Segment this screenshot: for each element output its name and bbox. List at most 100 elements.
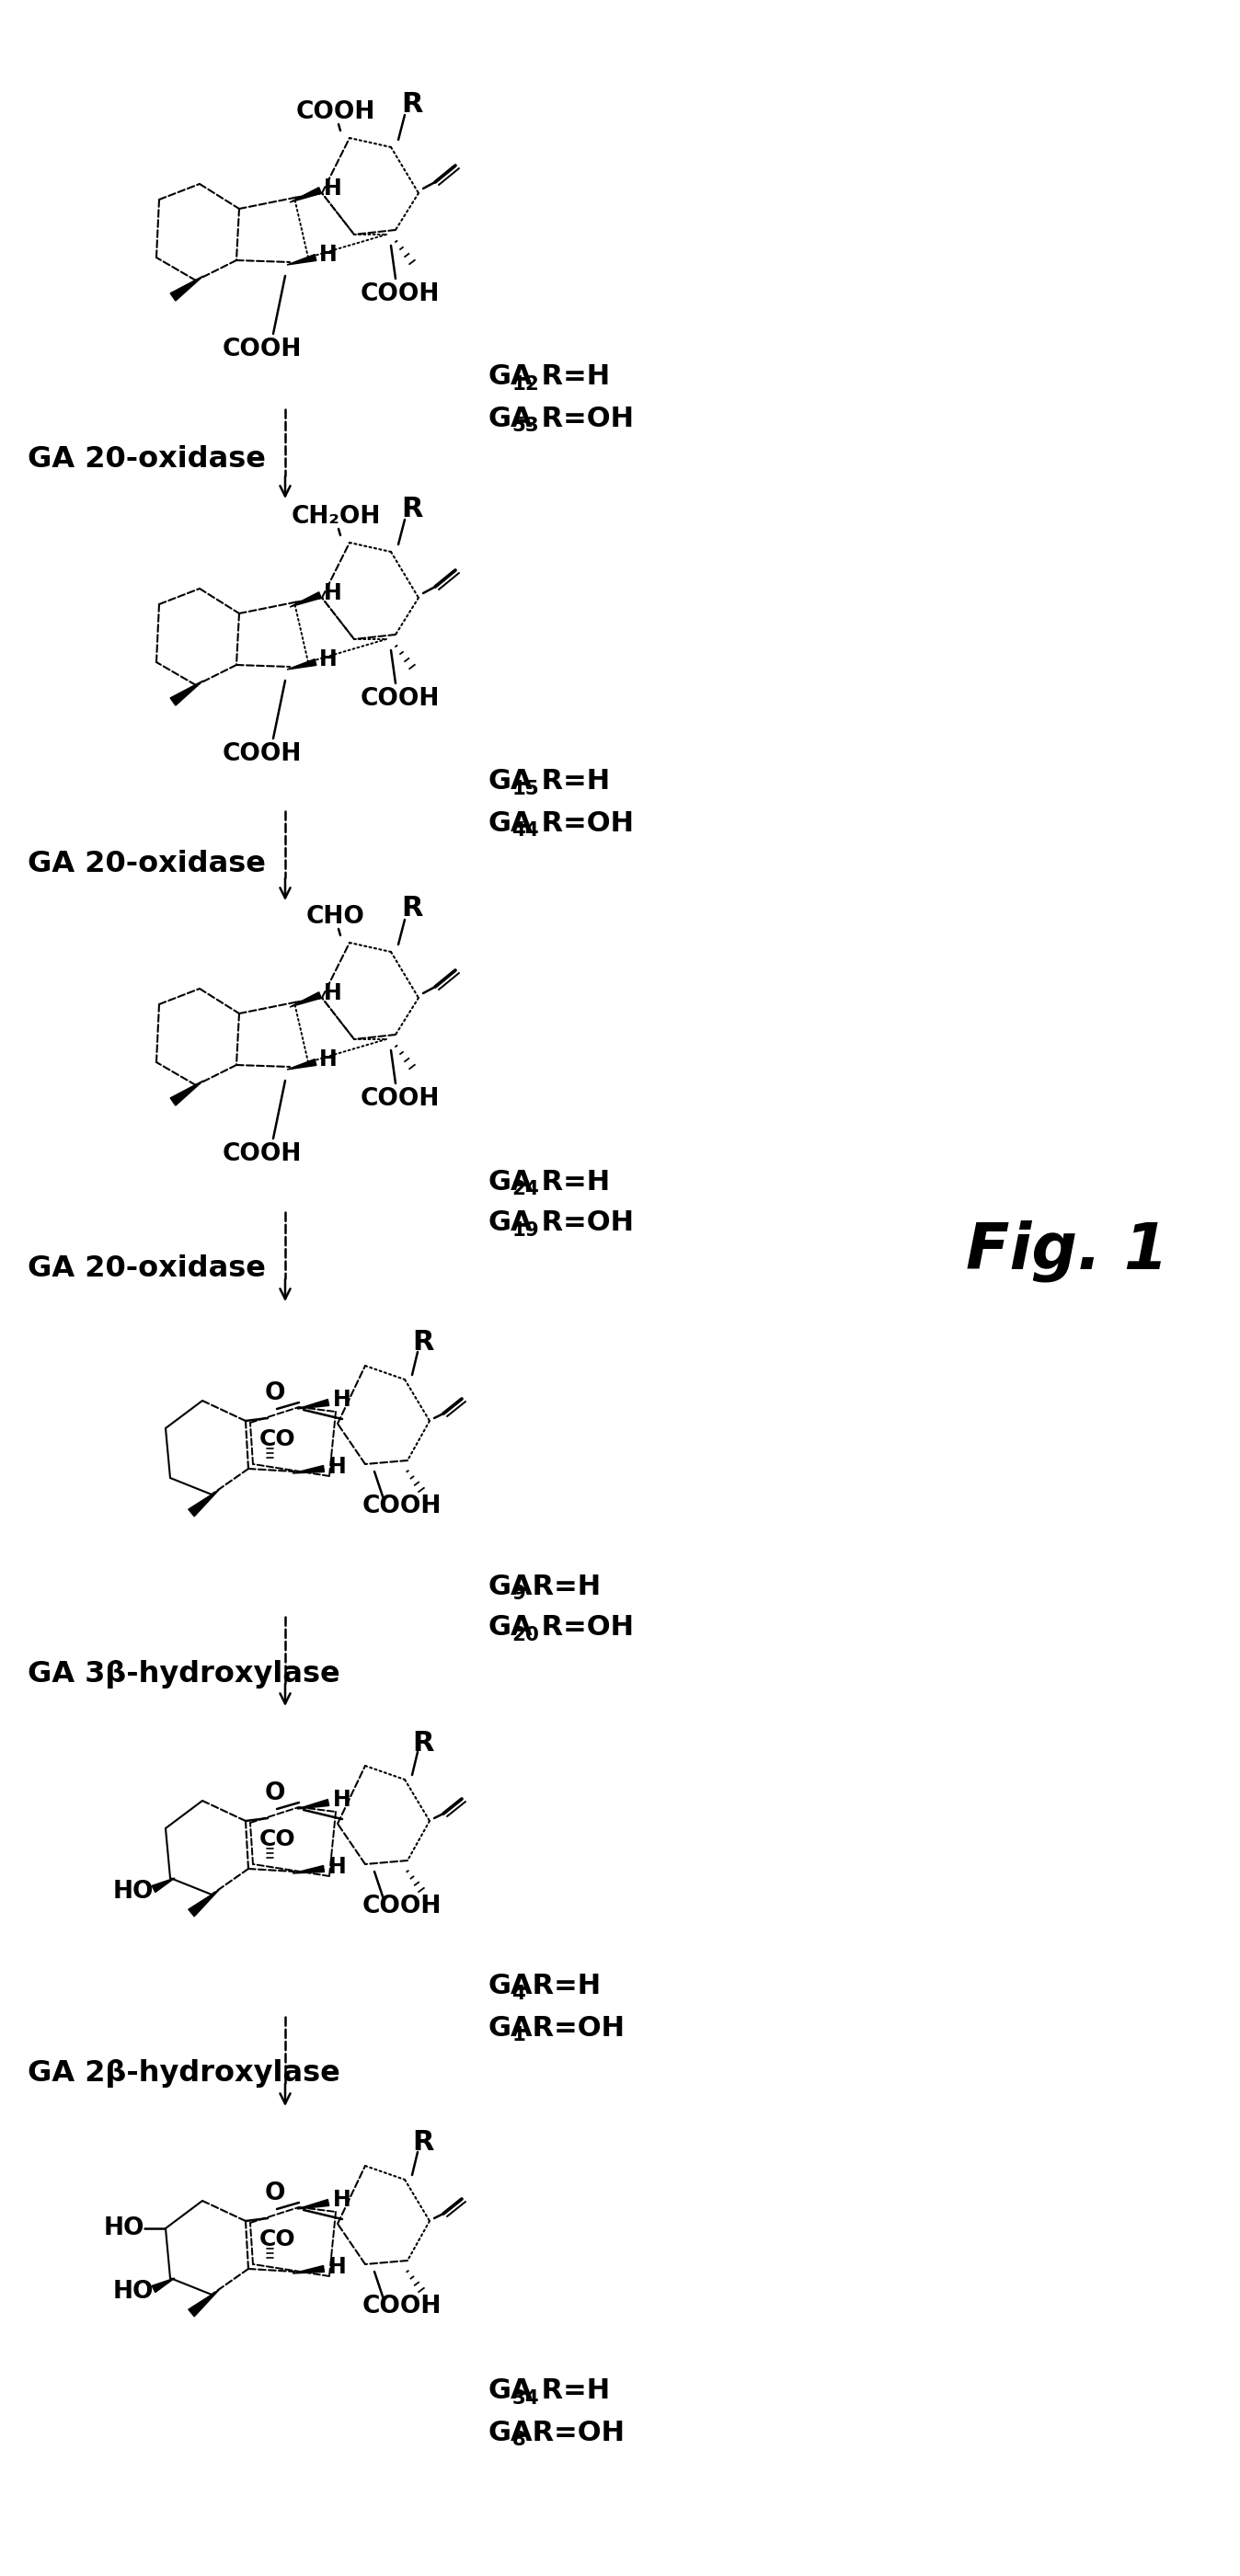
Text: R: R: [413, 1728, 434, 1757]
Text: 9: 9: [512, 1584, 526, 1602]
Text: R=OH: R=OH: [532, 1211, 634, 1236]
Text: 4: 4: [512, 1986, 526, 2004]
Text: GA: GA: [487, 1170, 532, 1195]
Text: COOH: COOH: [361, 1087, 440, 1110]
Text: H: H: [334, 1788, 351, 1811]
Polygon shape: [286, 255, 316, 265]
Text: GA 20-oxidase: GA 20-oxidase: [27, 446, 265, 474]
Text: GA: GA: [487, 363, 532, 392]
Text: 44: 44: [512, 822, 539, 840]
Polygon shape: [286, 1059, 316, 1069]
Text: O: O: [264, 1381, 285, 1406]
Text: COOH: COOH: [362, 2295, 441, 2318]
Text: R=OH: R=OH: [532, 809, 634, 837]
Text: 8: 8: [512, 2432, 526, 2450]
Text: COOH: COOH: [222, 1141, 301, 1167]
Text: H: H: [334, 1388, 351, 1412]
Text: HO: HO: [104, 2215, 145, 2241]
Text: GA: GA: [487, 2419, 532, 2445]
Text: R=H: R=H: [522, 1574, 601, 1600]
Text: H: H: [329, 1855, 347, 1878]
Polygon shape: [293, 1466, 325, 1473]
Polygon shape: [153, 1878, 175, 1893]
Text: 53: 53: [512, 417, 539, 435]
Text: COOH: COOH: [361, 283, 440, 307]
Text: R: R: [402, 896, 423, 922]
Text: COOH: COOH: [222, 742, 301, 765]
Polygon shape: [293, 1865, 325, 1873]
Polygon shape: [298, 2200, 329, 2210]
Text: CHO: CHO: [306, 904, 365, 930]
Text: R=H: R=H: [532, 2378, 610, 2403]
Text: H: H: [320, 1048, 337, 1072]
Text: GA: GA: [487, 1973, 532, 1999]
Text: R: R: [413, 1329, 434, 1355]
Text: R=OH: R=OH: [522, 2014, 625, 2040]
Text: O: O: [264, 1783, 285, 1806]
Text: GA: GA: [487, 809, 532, 837]
Text: CO: CO: [259, 1829, 296, 1850]
Text: H: H: [324, 178, 342, 198]
Text: R=OH: R=OH: [532, 1615, 634, 1641]
Polygon shape: [286, 659, 316, 670]
Polygon shape: [188, 1489, 219, 1517]
Text: R: R: [413, 2130, 434, 2156]
Text: HO: HO: [113, 2280, 154, 2303]
Polygon shape: [170, 1079, 203, 1105]
Text: 24: 24: [512, 1180, 539, 1198]
Text: GA 20-oxidase: GA 20-oxidase: [27, 1255, 265, 1283]
Text: R=OH: R=OH: [522, 2419, 625, 2445]
Polygon shape: [298, 1399, 329, 1409]
Text: R=OH: R=OH: [532, 404, 634, 433]
Text: R: R: [402, 90, 423, 118]
Text: H: H: [324, 582, 342, 605]
Text: 12: 12: [512, 376, 539, 394]
Polygon shape: [188, 2290, 219, 2316]
Text: 34: 34: [512, 2391, 539, 2409]
Text: GA: GA: [487, 768, 532, 796]
Text: CO: CO: [259, 1427, 296, 1450]
Text: GA: GA: [487, 2378, 532, 2403]
Text: O: O: [264, 2182, 285, 2205]
Polygon shape: [293, 2267, 325, 2275]
Text: Fig. 1: Fig. 1: [966, 1218, 1168, 1283]
Text: COOH: COOH: [362, 1494, 441, 1517]
Polygon shape: [170, 680, 203, 706]
Text: H: H: [329, 1455, 347, 1479]
Text: R=H: R=H: [532, 363, 610, 392]
Text: H: H: [329, 2257, 347, 2277]
Text: GA: GA: [487, 1615, 532, 1641]
Text: H: H: [324, 981, 342, 1005]
Text: R: R: [402, 495, 423, 523]
Text: 15: 15: [512, 781, 539, 799]
Text: 1: 1: [512, 2027, 526, 2045]
Text: H: H: [334, 2190, 351, 2210]
Text: COOH: COOH: [296, 100, 376, 124]
Text: HO: HO: [113, 1880, 154, 1904]
Text: R=H: R=H: [532, 1170, 610, 1195]
Text: GA: GA: [487, 404, 532, 433]
Text: GA 20-oxidase: GA 20-oxidase: [27, 850, 265, 878]
Polygon shape: [290, 592, 321, 608]
Text: COOH: COOH: [361, 688, 440, 711]
Text: COOH: COOH: [362, 1893, 441, 1919]
Text: GA 2β-hydroxylase: GA 2β-hydroxylase: [27, 2061, 340, 2089]
Text: R=H: R=H: [522, 1973, 601, 1999]
Text: GA: GA: [487, 1574, 532, 1600]
Polygon shape: [188, 1891, 219, 1917]
Polygon shape: [290, 992, 321, 1007]
Text: COOH: COOH: [222, 337, 301, 361]
Text: CO: CO: [259, 2228, 296, 2251]
Text: 20: 20: [512, 1625, 539, 1643]
Polygon shape: [290, 188, 321, 204]
Polygon shape: [170, 276, 203, 301]
Text: GA: GA: [487, 1211, 532, 1236]
Polygon shape: [298, 1801, 329, 1808]
Text: R=H: R=H: [532, 768, 610, 796]
Text: CH₂OH: CH₂OH: [291, 505, 381, 528]
Text: GA: GA: [487, 2014, 532, 2040]
Text: GA 3β-hydroxylase: GA 3β-hydroxylase: [27, 1659, 340, 1687]
Polygon shape: [153, 2277, 175, 2293]
Text: H: H: [320, 649, 337, 670]
Text: 19: 19: [512, 1221, 539, 1239]
